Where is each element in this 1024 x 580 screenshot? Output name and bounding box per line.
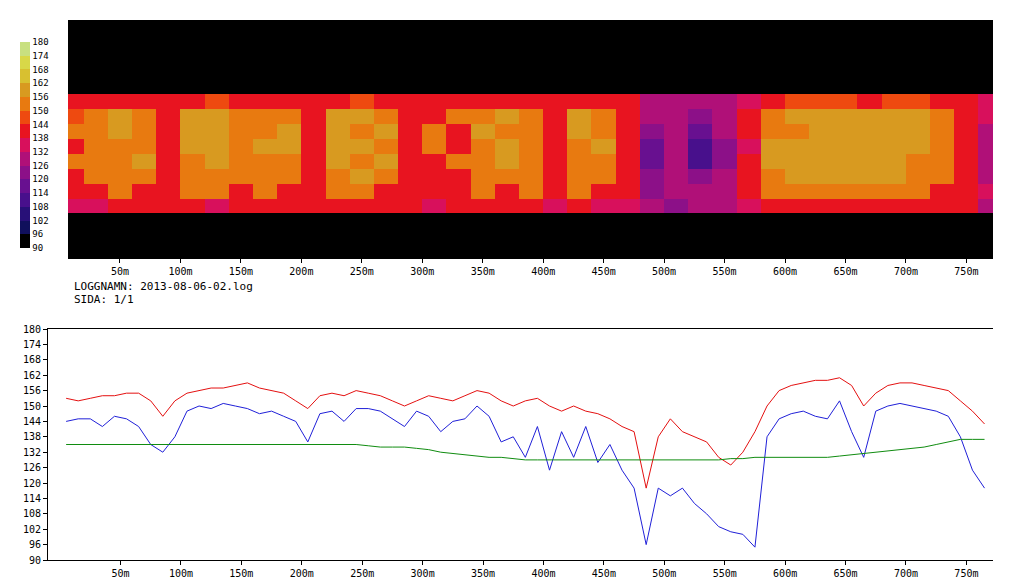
svg-text:168: 168 [23,354,41,365]
svg-text:180: 180 [32,37,48,47]
svg-text:500m: 500m [652,568,676,579]
svg-text:350m: 350m [471,266,495,277]
svg-text:96: 96 [32,229,43,239]
svg-text:162: 162 [32,78,48,88]
svg-text:700m: 700m [894,568,918,579]
svg-text:108: 108 [23,508,41,519]
svg-text:250m: 250m [350,266,374,277]
svg-text:150: 150 [32,106,48,116]
svg-text:100m: 100m [168,266,192,277]
svg-text:550m: 550m [713,266,737,277]
svg-text:90: 90 [29,555,41,566]
svg-text:96: 96 [29,539,41,550]
svg-text:120: 120 [32,174,48,184]
svg-text:450m: 450m [592,266,616,277]
svg-text:108: 108 [32,202,48,212]
svg-text:600m: 600m [773,266,797,277]
svg-text:400m: 400m [531,266,555,277]
svg-text:450m: 450m [592,568,616,579]
svg-text:120: 120 [23,478,41,489]
svg-text:250m: 250m [350,568,374,579]
svg-text:174: 174 [32,51,48,61]
svg-text:500m: 500m [652,266,676,277]
svg-text:162: 162 [23,370,41,381]
svg-text:156: 156 [23,385,41,396]
svg-text:50m: 50m [111,266,129,277]
svg-text:138: 138 [23,431,41,442]
svg-text:550m: 550m [713,568,737,579]
svg-text:138: 138 [32,133,48,143]
svg-text:126: 126 [32,161,48,171]
svg-text:150m: 150m [229,568,253,579]
svg-text:400m: 400m [531,568,555,579]
svg-text:102: 102 [32,216,48,226]
svg-text:144: 144 [32,120,48,130]
svg-text:650m: 650m [833,266,857,277]
svg-text:114: 114 [32,188,48,198]
svg-text:150m: 150m [229,266,253,277]
svg-text:126: 126 [23,462,41,473]
svg-text:700m: 700m [894,266,918,277]
svg-text:100m: 100m [169,568,193,579]
svg-text:750m: 750m [954,266,978,277]
svg-text:150: 150 [23,401,41,412]
svg-text:650m: 650m [834,568,858,579]
svg-text:132: 132 [23,447,41,458]
svg-text:300m: 300m [411,568,435,579]
svg-text:102: 102 [23,524,41,535]
svg-text:200m: 200m [290,568,314,579]
svg-text:114: 114 [23,493,41,504]
svg-text:174: 174 [23,339,41,350]
svg-text:200m: 200m [289,266,313,277]
svg-text:300m: 300m [410,266,434,277]
svg-text:90: 90 [32,243,43,253]
svg-text:180: 180 [23,324,41,335]
svg-text:600m: 600m [773,568,797,579]
svg-text:SIDA: 1/1: SIDA: 1/1 [74,293,134,306]
svg-text:750m: 750m [954,568,978,579]
svg-text:156: 156 [32,92,48,102]
svg-text:168: 168 [32,65,48,75]
svg-text:132: 132 [32,147,48,157]
svg-text:LOGGNAMN: 2013-08-06-02.log: LOGGNAMN: 2013-08-06-02.log [74,280,253,293]
svg-text:144: 144 [23,416,41,427]
svg-text:50m: 50m [111,568,129,579]
svg-text:350m: 350m [471,568,495,579]
